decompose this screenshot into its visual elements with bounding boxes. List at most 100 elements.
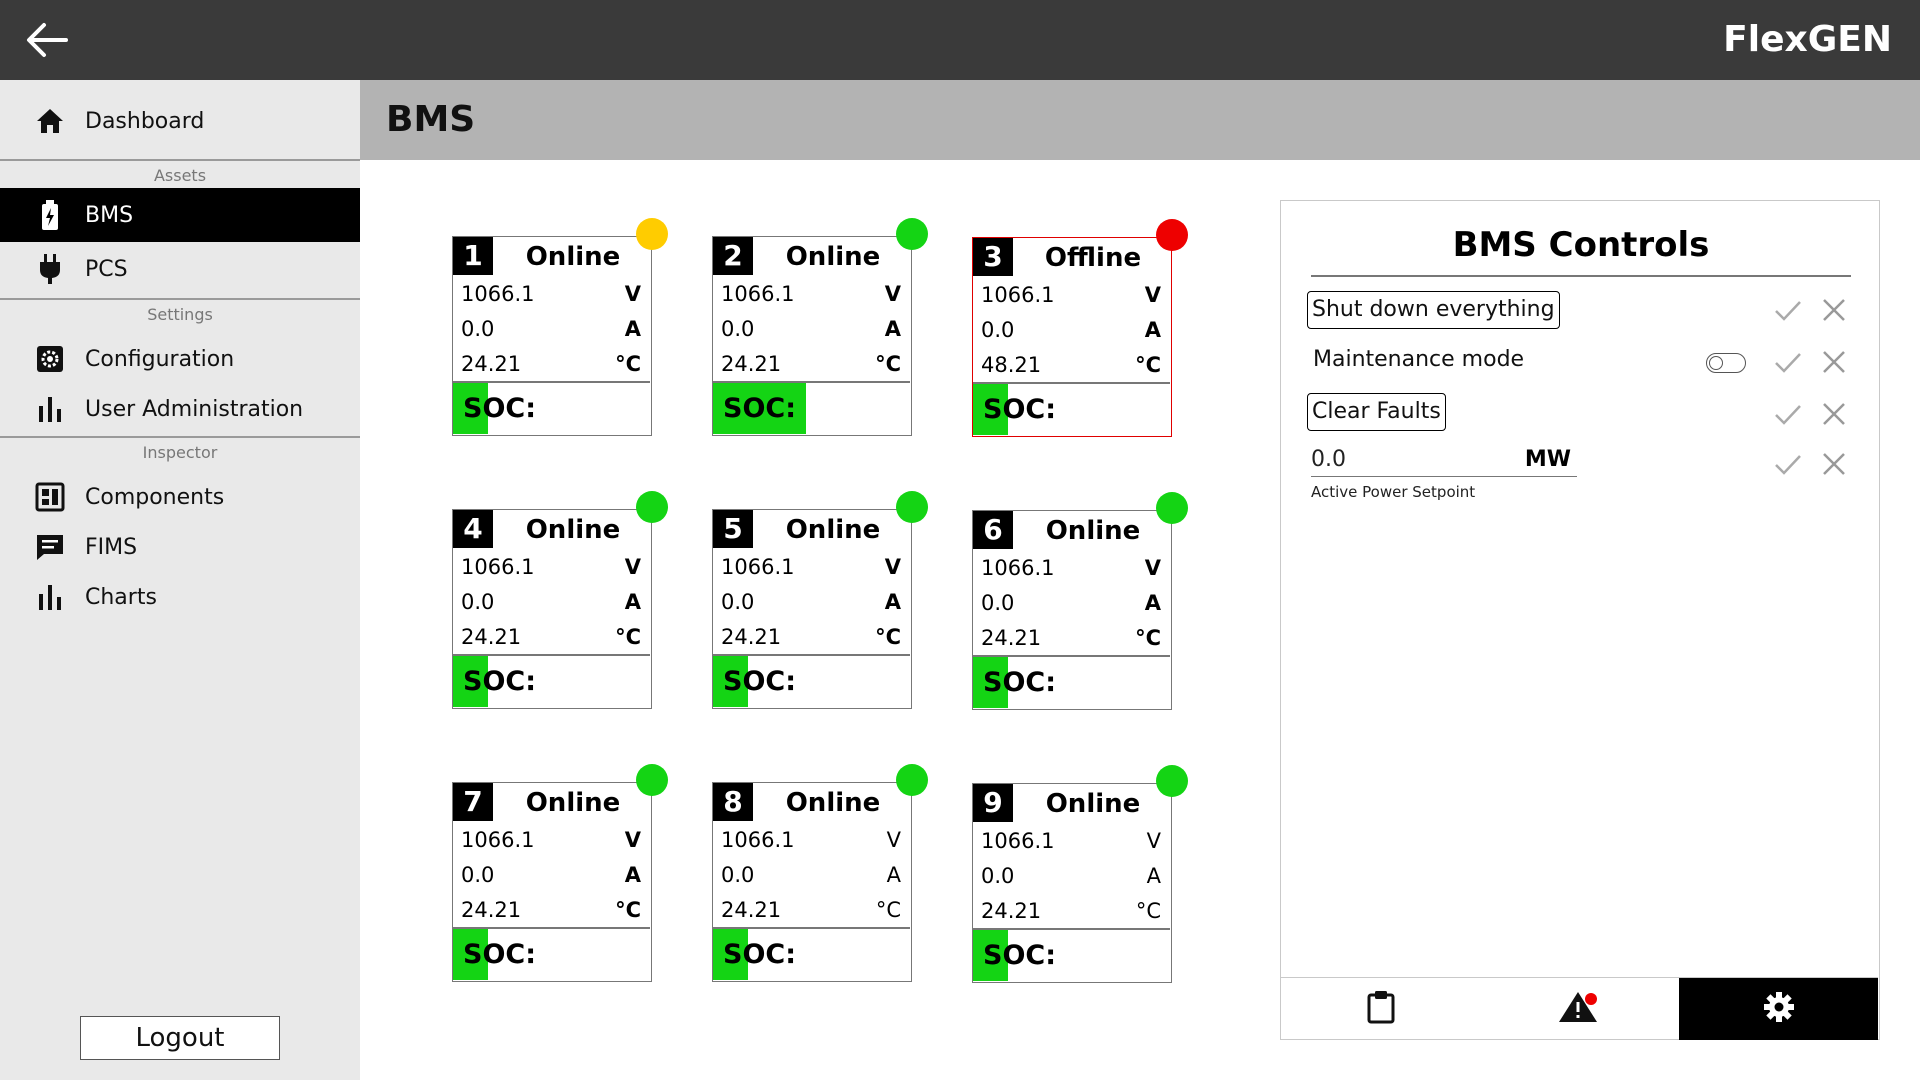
- cancel-x-icon[interactable]: [1819, 449, 1849, 479]
- confirm-check-icon[interactable]: [1773, 449, 1803, 479]
- current-row: 0.0 A: [981, 313, 1161, 347]
- current-row: 0.0 A: [721, 858, 901, 892]
- card-number: 8: [713, 783, 753, 821]
- bms-card-7[interactable]: 7 Online 1066.1 V 0.0 A 24.21 °C SOC: 12.50…: [452, 782, 652, 982]
- soc-fill: [713, 929, 749, 980]
- soc-bar: SOC: 12.50%: [453, 929, 650, 980]
- sidebar-item-user-administration[interactable]: User Administration: [0, 384, 360, 434]
- status-indicator-dot: [636, 491, 668, 523]
- bms-controls-panel: BMS Controls Shut down everything Mainte…: [1280, 200, 1880, 1040]
- current-unit: A: [1144, 318, 1161, 342]
- back-arrow-icon[interactable]: [22, 15, 72, 65]
- divider: [973, 382, 1170, 384]
- temperature-unit: °C: [1135, 899, 1161, 923]
- sidebar-item-label: Components: [85, 484, 225, 510]
- current-unit: A: [886, 863, 901, 887]
- temperature-value: 24.21: [461, 625, 522, 649]
- clipboard-icon: [1366, 990, 1396, 1028]
- sidebar-item-fims[interactable]: FIMS: [0, 522, 360, 572]
- voltage-unit: V: [624, 555, 641, 579]
- temperature-unit: °C: [615, 898, 641, 922]
- confirm-check-icon[interactable]: [1773, 399, 1803, 429]
- status-indicator-dot: [1156, 219, 1188, 251]
- bms-card-4[interactable]: 4 Online 1066.1 V 0.0 A 24.21 °C SOC: 12.50…: [452, 509, 652, 709]
- sidebar-item-components[interactable]: Components: [0, 472, 360, 522]
- current-value: 0.0: [981, 318, 1015, 342]
- soc-bar: SOC: 46.50%: [713, 383, 910, 434]
- voltage-row: 1066.1 V: [981, 278, 1161, 312]
- soc-bar: SOC: 12.50%: [973, 930, 1170, 981]
- temperature-unit: °C: [615, 625, 641, 649]
- settings-box-icon: [34, 343, 66, 375]
- bms-card-1[interactable]: 1 Online 1066.1 V 0.0 A 24.21 °C SOC: 12.50…: [452, 236, 652, 436]
- soc-label: SOC: 46.50%: [723, 393, 797, 424]
- voltage-unit: V: [624, 828, 641, 852]
- soc-fill: [453, 929, 489, 980]
- voltage-unit: V: [886, 828, 901, 852]
- logout-button[interactable]: Logout: [80, 1016, 280, 1060]
- temperature-unit: °C: [615, 352, 641, 376]
- soc-bar: SOC: 12.50%: [713, 929, 910, 980]
- current-unit: A: [624, 863, 641, 887]
- soc-label: SOC: 12.50%: [723, 666, 797, 697]
- cancel-x-icon[interactable]: [1819, 399, 1849, 429]
- soc-bar: SOC: 12.50%: [453, 383, 650, 434]
- page-title: BMS: [386, 99, 476, 140]
- temperature-value: 24.21: [721, 898, 782, 922]
- status-indicator-dot: [896, 218, 928, 250]
- card-status: Online: [785, 242, 881, 272]
- divider: [453, 927, 650, 929]
- sidebar-item-dashboard[interactable]: Dashboard: [0, 96, 360, 146]
- bms-card-3[interactable]: 3 Offline 1066.1 V 0.0 A 48.21 °C SOC: 12.5…: [972, 237, 1172, 437]
- bms-card-5[interactable]: 5 Online 1066.1 V 0.0 A 24.21 °C SOC: 12.50…: [712, 509, 912, 709]
- active-power-setpoint-input[interactable]: 0.0 MW: [1311, 443, 1577, 477]
- maintenance-mode-label: Maintenance mode: [1313, 347, 1525, 372]
- voltage-row: 1066.1 V: [981, 551, 1161, 585]
- temperature-unit: °C: [875, 352, 901, 376]
- sidebar-item-label: Charts: [85, 584, 157, 610]
- temperature-row: 24.21 °C: [461, 620, 641, 654]
- current-row: 0.0 A: [461, 858, 641, 892]
- soc-label: SOC: 12.50%: [463, 939, 537, 970]
- voltage-row: 1066.1 V: [461, 277, 641, 311]
- current-row: 0.0 A: [721, 312, 901, 346]
- current-value: 0.0: [721, 863, 755, 887]
- shut-down-everything-button[interactable]: Shut down everything: [1307, 291, 1560, 329]
- cancel-x-icon[interactable]: [1819, 295, 1849, 325]
- divider: [453, 654, 650, 656]
- soc-fill: [973, 657, 1009, 708]
- bms-card-6[interactable]: 6 Online 1066.1 V 0.0 A 24.21 °C SOC: 12.50…: [972, 510, 1172, 710]
- sidebar-item-charts[interactable]: Charts: [0, 572, 360, 622]
- temperature-row: 24.21 °C: [981, 894, 1161, 928]
- card-status: Online: [785, 788, 881, 818]
- soc-bar: SOC: 12.50%: [973, 384, 1170, 435]
- maintenance-mode-toggle[interactable]: [1706, 353, 1746, 373]
- card-status: Online: [1045, 789, 1141, 819]
- clear-faults-button[interactable]: Clear Faults: [1307, 393, 1446, 431]
- bms-card-8[interactable]: 8 Online 1066.1 V 0.0 A 24.21 °C SOC: 12.50…: [712, 782, 912, 982]
- voltage-value: 1066.1: [721, 555, 795, 579]
- home-icon: [34, 105, 66, 137]
- top-bar: FlexGEN: [0, 0, 1920, 80]
- temperature-row: 24.21 °C: [721, 347, 901, 381]
- confirm-check-icon[interactable]: [1773, 295, 1803, 325]
- card-number: 9: [973, 784, 1013, 822]
- confirm-check-icon[interactable]: [1773, 347, 1803, 377]
- cancel-x-icon[interactable]: [1819, 347, 1849, 377]
- current-unit: A: [884, 590, 901, 614]
- sidebar-item-configuration[interactable]: Configuration: [0, 334, 360, 384]
- card-number: 6: [973, 511, 1013, 549]
- temperature-unit: °C: [1135, 353, 1161, 377]
- bms-card-2[interactable]: 2 Online 1066.1 V 0.0 A 24.21 °C SOC: 46.50…: [712, 236, 912, 436]
- bms-card-9[interactable]: 9 Online 1066.1 V 0.0 A 24.21 °C SOC: 12.50…: [972, 783, 1172, 983]
- soc-fill: [453, 383, 489, 434]
- tab-clipboard[interactable]: [1281, 978, 1480, 1040]
- current-row: 0.0 A: [981, 586, 1161, 620]
- tab-alerts[interactable]: [1480, 978, 1679, 1040]
- current-value: 0.0: [981, 591, 1015, 615]
- tab-settings[interactable]: [1679, 978, 1878, 1040]
- sidebar-item-bms[interactable]: BMS: [0, 188, 360, 242]
- status-indicator-dot: [896, 764, 928, 796]
- voltage-unit: V: [884, 555, 901, 579]
- sidebar-item-pcs[interactable]: PCS: [0, 244, 360, 294]
